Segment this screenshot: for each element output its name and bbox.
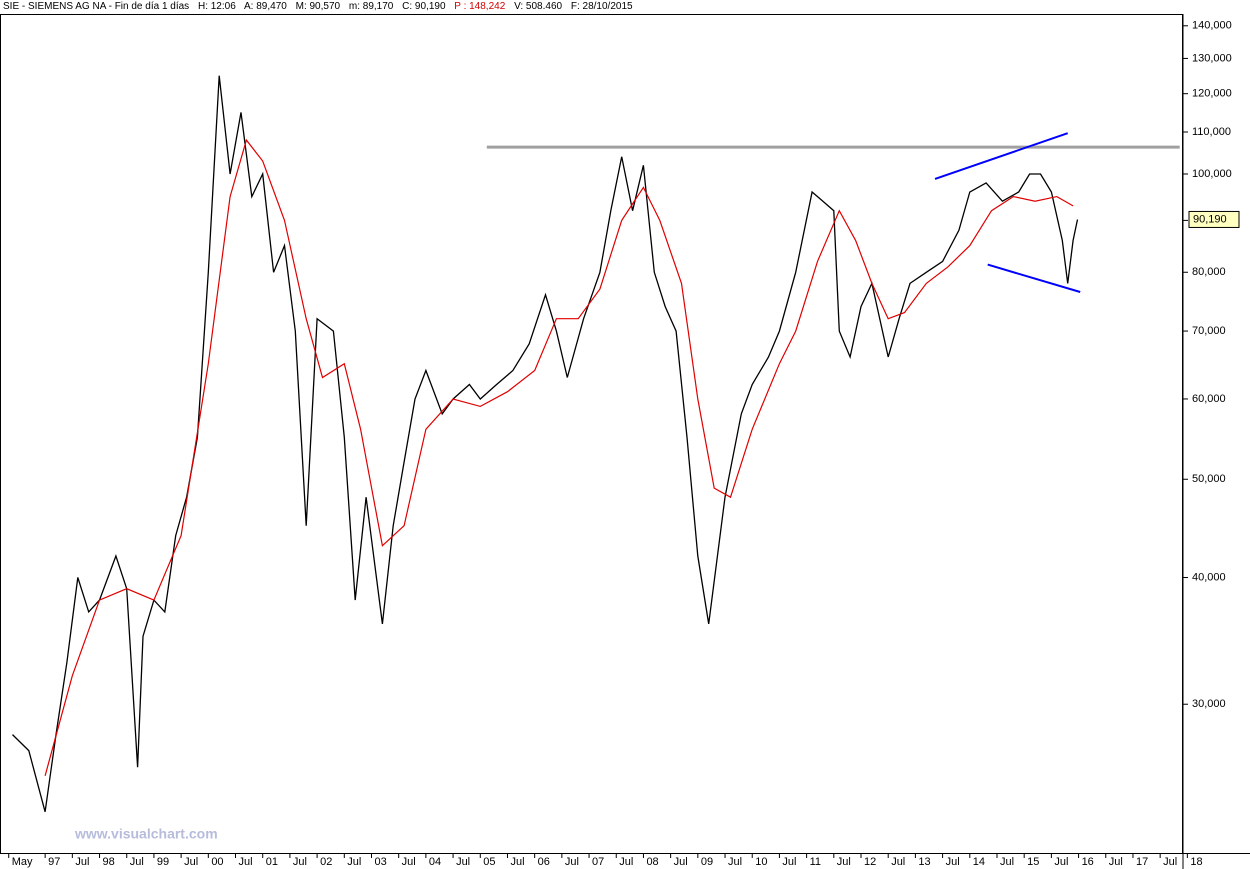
x-tick-label: 02 [320,856,332,868]
x-tick-label: May [12,856,33,868]
x-tick-label: Jul [1163,856,1177,868]
x-tick-label: 12 [864,856,876,868]
x-tick-label: Jul [510,856,524,868]
x-tick-label: 98 [103,856,115,868]
x-tick-label: 08 [646,856,658,868]
y-tick-label: 60,000 [1192,393,1226,405]
x-tick-label: 18 [1190,856,1202,868]
x-tick-label: Jul [239,856,253,868]
x-tick-label: 15 [1027,856,1039,868]
header-field: M: 90,570 [295,1,341,12]
plot-frame [0,14,1183,854]
y-tick-label: 70,000 [1192,325,1226,337]
x-tick-label: Jul [130,856,144,868]
x-tick-label: Jul [674,856,688,868]
price-line [12,75,1079,812]
x-tick-label: 00 [211,856,223,868]
x-tick-label: 16 [1082,856,1094,868]
y-tick-label: 50,000 [1192,473,1226,485]
x-tick-label: 04 [429,856,441,868]
x-tick-label: Jul [402,856,416,868]
header-field: P : 148,242 [454,1,506,12]
trend-line [934,132,1069,180]
y-tick-label: 120,000 [1192,88,1232,100]
header-title: SIE - SIEMENS AG NA - Fin de día 1 días [3,1,190,12]
header: SIE - SIEMENS AG NA - Fin de día 1 días … [0,0,1183,14]
x-tick-label: 99 [157,856,169,868]
y-tick-label: 40,000 [1192,571,1226,583]
x-tick-label: 06 [538,856,550,868]
x-tick-label: Jul [1000,856,1014,868]
x-tick-label: 09 [701,856,713,868]
header-field: F: 28/10/2015 [570,1,633,12]
header-field: m: 89,170 [348,1,394,12]
y-tick-label: 100,000 [1192,168,1232,180]
x-tick-label: 05 [483,856,495,868]
last-price-box [1188,210,1240,228]
x-tick-label: Jul [946,856,960,868]
x-tick-label: Jul [565,856,579,868]
trend-line [987,263,1081,293]
x-tick-label: 10 [755,856,767,868]
x-tick-label: Jul [619,856,633,868]
x-tick-label: Jul [456,856,470,868]
y-tick-label: 30,000 [1192,698,1226,710]
x-tick-label: Jul [293,856,307,868]
header-field: H: 12:06 [197,1,236,12]
x-tick-label: 07 [592,856,604,868]
x-tick-label: 11 [810,856,821,868]
x-tick-label: 14 [973,856,985,868]
header-field: C: 90,190 [402,1,446,12]
x-tick-label: Jul [728,856,742,868]
header-field: A: 89,470 [244,1,287,12]
y-tick-label: 110,000 [1192,126,1231,138]
last-price-label: 90,190 [1193,213,1227,225]
x-tick-label: 17 [1136,856,1148,868]
y-tick-label: 130,000 [1192,52,1232,64]
x-tick-label: 03 [374,856,386,868]
watermark: www.visualchart.com [74,826,218,842]
x-tick-label: Jul [184,856,198,868]
header-field: V: 508.460 [514,1,563,12]
x-tick-label: Jul [75,856,89,868]
x-tick-label: Jul [782,856,796,868]
x-tick-label: Jul [347,856,361,868]
x-tick-label: 13 [918,856,930,868]
x-tick-label: 01 [266,856,278,868]
x-tick-label: Jul [1054,856,1068,868]
moving-average [44,138,1074,776]
x-tick-label: Jul [837,856,851,868]
x-tick-label: Jul [891,856,905,868]
x-tick-label: Jul [1109,856,1123,868]
y-tick-label: 80,000 [1192,266,1226,278]
x-tick-label: 97 [48,856,60,868]
y-tick-label: 140,000 [1192,20,1232,32]
